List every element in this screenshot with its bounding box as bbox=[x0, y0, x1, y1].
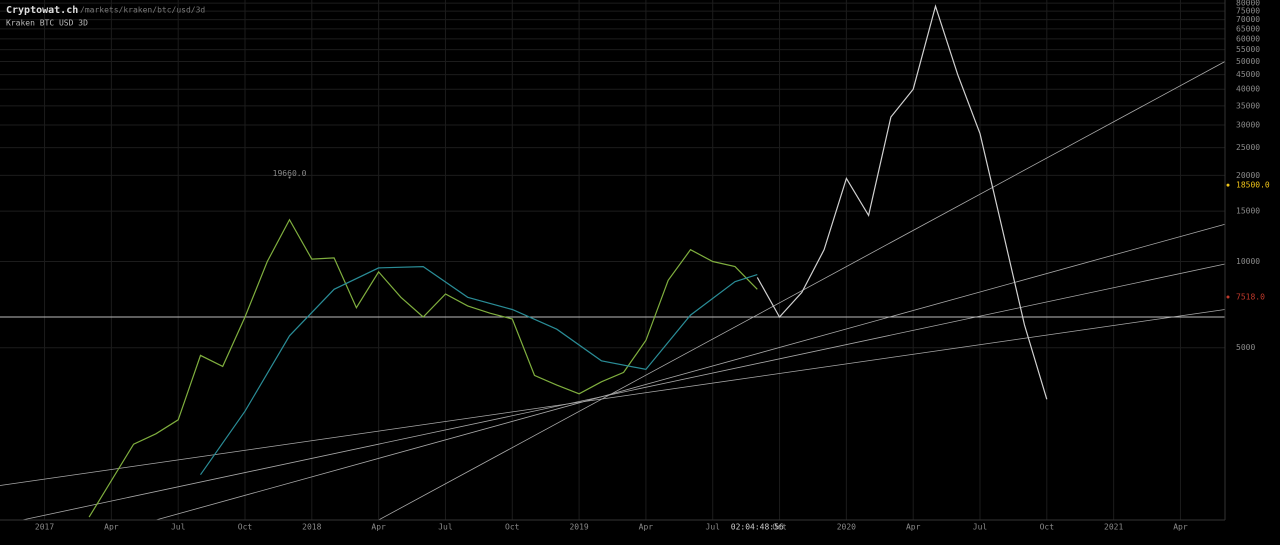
price-marker bbox=[1226, 295, 1230, 299]
price-line bbox=[88, 218, 758, 518]
market-label: Kraken BTC USD 3D bbox=[6, 19, 88, 28]
y-tick-label: 30000 bbox=[1236, 120, 1260, 129]
x-tick-label: Oct bbox=[238, 523, 253, 532]
x-tick-label: 2021 bbox=[1104, 523, 1123, 532]
site-title[interactable]: Cryptowat.ch bbox=[6, 5, 78, 16]
y-tick-label: 75000 bbox=[1236, 7, 1260, 16]
y-tick-label: 80000 bbox=[1236, 0, 1260, 8]
trend-line bbox=[378, 61, 1226, 521]
trend-line bbox=[0, 309, 1226, 486]
x-tick-label: Apr bbox=[104, 523, 119, 532]
x-tick-label: 2017 bbox=[35, 523, 54, 532]
trend-line bbox=[155, 223, 1226, 521]
x-tick-label: Apr bbox=[371, 523, 386, 532]
y-tick-label: 20000 bbox=[1236, 171, 1260, 180]
y-tick-label: 60000 bbox=[1236, 34, 1260, 43]
y-tick-label: 50000 bbox=[1236, 57, 1260, 66]
y-tick-label: 45000 bbox=[1236, 70, 1260, 79]
x-tick-label: Apr bbox=[639, 523, 654, 532]
plot bbox=[0, 4, 1226, 521]
price-marker-label: 18500.0 bbox=[1236, 181, 1270, 190]
x-tick-label: Jul bbox=[973, 523, 988, 532]
price-marker bbox=[1226, 183, 1230, 187]
price-line bbox=[756, 4, 1048, 400]
price-marker-label: 7518.0 bbox=[1236, 292, 1265, 301]
y-tick-label: 55000 bbox=[1236, 45, 1260, 54]
y-tick-label: 65000 bbox=[1236, 24, 1260, 33]
x-tick-label: Apr bbox=[1173, 523, 1188, 532]
y-tick-label: 5000 bbox=[1236, 343, 1255, 352]
x-tick-label: Jul bbox=[706, 523, 721, 532]
price-line bbox=[200, 265, 758, 476]
x-tick-label: Oct bbox=[1040, 523, 1055, 532]
grid bbox=[0, 0, 1225, 520]
y-tick-label: 70000 bbox=[1236, 15, 1260, 24]
y-tick-label: 40000 bbox=[1236, 85, 1260, 94]
x-tick-label: Jul bbox=[438, 523, 453, 532]
countdown: 02:04:48:56 bbox=[731, 523, 784, 532]
x-tick-label: 2018 bbox=[302, 523, 321, 532]
y-tick-label: 15000 bbox=[1236, 207, 1260, 216]
y-tick-label: 25000 bbox=[1236, 143, 1260, 152]
trend-line bbox=[22, 263, 1226, 521]
x-tick-label: Oct bbox=[772, 523, 787, 532]
high-label: 19660.0 bbox=[273, 169, 307, 178]
y-tick-label: 10000 bbox=[1236, 257, 1260, 266]
x-tick-label: Oct bbox=[505, 523, 520, 532]
site-path: /markets/kraken/btc/usd/3d bbox=[80, 6, 205, 15]
x-tick-label: 2019 bbox=[569, 523, 588, 532]
x-tick-label: Apr bbox=[906, 523, 921, 532]
high-point bbox=[288, 176, 291, 179]
y-tick-label: 35000 bbox=[1236, 101, 1260, 110]
x-tick-label: Jul bbox=[171, 523, 186, 532]
x-tick-label: 2020 bbox=[837, 523, 856, 532]
